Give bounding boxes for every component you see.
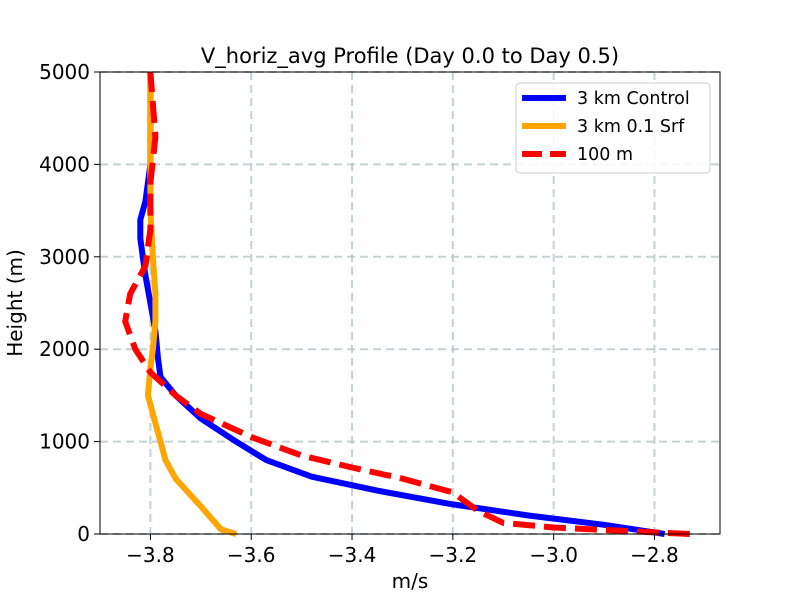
y-tick-label: 0: [77, 522, 90, 546]
y-axis-label: Height (m): [3, 249, 27, 357]
y-tick-label: 5000: [39, 60, 90, 84]
x-tick-label: −2.8: [630, 543, 679, 567]
x-tick-label: −3.6: [227, 543, 276, 567]
series-line-3-km-0-1-srf: [144, 72, 237, 537]
y-tick-label: 3000: [39, 245, 90, 269]
y-tick-label: 1000: [39, 430, 90, 454]
series-line-100-m: [122, 71, 690, 537]
series-layer: [122, 71, 690, 537]
series-line-3-km-control: [137, 72, 666, 537]
legend-label: 3 km 0.1 Srf: [577, 117, 685, 137]
grid: [100, 71, 720, 535]
x-tick-label: −3.8: [126, 543, 175, 567]
axes-frame: [99, 71, 721, 535]
y-tick-label: 2000: [39, 337, 90, 361]
legend-box: [515, 82, 711, 174]
legend-label: 3 km Control: [577, 89, 690, 109]
y-tick-label: 4000: [39, 152, 90, 176]
ticks: −3.8 −3.6 −3.4 −3.2 −3.0 −2.8 0 1000 2000 3000 400…: [39, 60, 679, 567]
x-tick-label: −3.0: [529, 543, 578, 567]
x-tick-label: −3.4: [328, 543, 377, 567]
x-tick-label: −3.2: [429, 543, 478, 567]
legend-label: 100 m: [577, 145, 633, 165]
legend: 3 km Control 3 km 0.1 Srf 100 m: [515, 82, 711, 174]
chart-title: V_horiz_avg Profile (Day 0.0 to Day 0.5): [201, 44, 619, 69]
x-axis-label: m/s: [392, 569, 429, 593]
